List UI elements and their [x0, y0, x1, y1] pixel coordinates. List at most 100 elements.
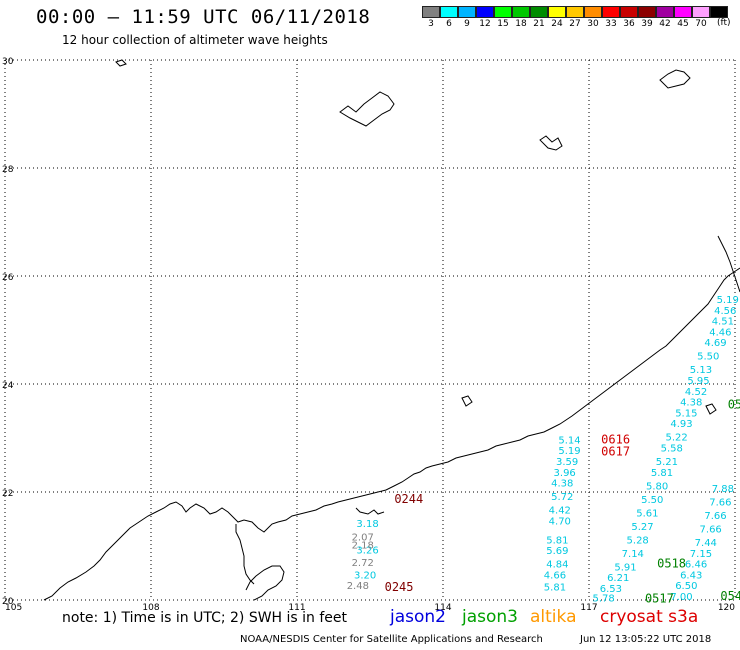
swh-observation: 2.07 [352, 533, 374, 544]
swh-observation: 7.00 [670, 592, 692, 603]
swh-observation: 2.48 [347, 581, 369, 592]
swh-observation: 7.44 [695, 538, 717, 549]
yangtze-islands [539, 135, 563, 151]
swh-observation: 7.66 [704, 511, 726, 522]
legend-cryosat-s3a: cryosat s3a [600, 607, 699, 627]
swh-observation: 3.20 [354, 570, 376, 581]
scale-swatch [602, 6, 620, 18]
scale-unit: (ft) [717, 18, 731, 28]
scale-label: 3 [428, 19, 434, 29]
scale-bin: 18 [512, 6, 530, 30]
scale-swatch [440, 6, 458, 18]
swh-observation: 5.14 [558, 435, 580, 446]
pass-time-label: 0616 [601, 432, 630, 446]
scale-swatch [638, 6, 656, 18]
pass-time-label: 0517 [645, 592, 674, 606]
scale-swatch [710, 6, 728, 18]
swh-observation: 4.69 [704, 338, 726, 349]
scale-bin: 30 [584, 6, 602, 30]
swh-observation: 7.66 [700, 525, 722, 536]
scale-swatch [494, 6, 512, 18]
scale-label: 70 [695, 19, 707, 29]
leizhou-peninsula-coast [235, 524, 255, 585]
pass-time-label: 0244 [394, 492, 423, 506]
scale-label: 39 [641, 19, 653, 29]
legend-altika: altika [530, 607, 577, 627]
swh-observation: 7.88 [712, 484, 734, 495]
map-grid [4, 59, 736, 601]
swh-observation: 5.19 [717, 295, 739, 306]
scale-label: 45 [677, 19, 689, 29]
swh-observation: 5.22 [665, 433, 687, 444]
pass-time-label: 0617 [601, 444, 630, 458]
hainan-island [245, 565, 285, 601]
swh-observation: 2.18 [352, 541, 374, 552]
taiwan-island [717, 235, 740, 293]
color-scale-legend: 3 6 9 12 15 18 21 24 27 30 33 36 39 42 45 70 [422, 6, 728, 30]
legend-jason3: jason3 [462, 607, 518, 627]
swh-observation: 5.50 [697, 352, 719, 363]
scale-swatch [458, 6, 476, 18]
scale-label: 27 [569, 19, 581, 29]
scale-bin: 3 [422, 6, 440, 30]
scale-bin: 27 [566, 6, 584, 30]
pass-time-label: 0245 [385, 580, 414, 594]
page-title: 00:00 – 11:59 UTC 06/11/2018 [36, 6, 371, 28]
scale-bin: 24 [548, 6, 566, 30]
swh-observation: 4.51 [712, 317, 734, 328]
footer-note: note: 1) Time is in UTC; 2) SWH is in fe… [62, 610, 348, 626]
swh-observation: 5.81 [544, 582, 566, 593]
scale-label: 24 [551, 19, 563, 29]
lat-tick-label: 28 [2, 165, 14, 175]
swh-observation: 7.14 [622, 549, 644, 560]
swh-observation: 4.38 [680, 398, 702, 409]
hong-kong-islands [355, 507, 385, 515]
south-china-coastline [43, 267, 740, 601]
swh-observation: 3.26 [356, 546, 378, 557]
lon-tick-label: 111 [288, 603, 305, 613]
legend-jason2: jason2 [390, 607, 446, 627]
scale-swatch [530, 6, 548, 18]
scale-swatch [692, 6, 710, 18]
swh-observation: 4.46 [709, 327, 731, 338]
scale-bin: 36 [620, 6, 638, 30]
swh-observation: 5.91 [614, 562, 636, 573]
swh-observation: 4.66 [544, 570, 566, 581]
zhejiang-islands [339, 91, 395, 127]
satellite-tracks: 3.183.263.205.145.193.593.964.385.724.42… [347, 295, 739, 605]
scale-bin: 21 [530, 6, 548, 30]
swh-observation: 6.50 [675, 581, 697, 592]
coastal-islet-d [705, 403, 717, 415]
axis-ticks: 105 108 111 114 117 120 30 28 26 24 22 20 [2, 57, 735, 613]
credit-line: NOAA/NESDIS Center for Satellite Applica… [240, 634, 543, 645]
swh-observation: 5.13 [690, 365, 712, 376]
swh-observation: 4.84 [546, 560, 568, 571]
scale-swatch [656, 6, 674, 18]
lat-tick-label: 26 [2, 273, 14, 283]
scale-swatch [422, 6, 440, 18]
swh-observation: 7.15 [690, 549, 712, 560]
swh-observation: 6.46 [685, 560, 707, 571]
scale-bin: 42 [656, 6, 674, 30]
generated-timestamp: Jun 12 13:05:22 UTC 2018 [580, 634, 712, 645]
scale-label: 15 [497, 19, 509, 29]
scale-label: 18 [515, 19, 527, 29]
scale-bin: 9 [458, 6, 476, 30]
swh-observation: 5.78 [592, 594, 614, 605]
swh-observation: 3.18 [356, 519, 378, 530]
swh-observation: 4.93 [670, 419, 692, 430]
swh-observation: 5.81 [546, 535, 568, 546]
lon-tick-label: 117 [580, 603, 597, 613]
lon-tick-label: 114 [434, 603, 451, 613]
page-subtitle: 12 hour collection of altimeter wave hei… [62, 33, 328, 47]
swh-observation: 5.80 [646, 481, 668, 492]
coastline [43, 59, 740, 601]
swh-observation: 6.53 [600, 584, 622, 595]
lon-tick-label: 108 [142, 603, 159, 613]
swh-observation: 3.96 [554, 468, 576, 479]
scale-bin: 6 [440, 6, 458, 30]
scale-label: 33 [605, 19, 617, 29]
scale-bin: 39 [638, 6, 656, 30]
scale-label: 9 [464, 19, 470, 29]
